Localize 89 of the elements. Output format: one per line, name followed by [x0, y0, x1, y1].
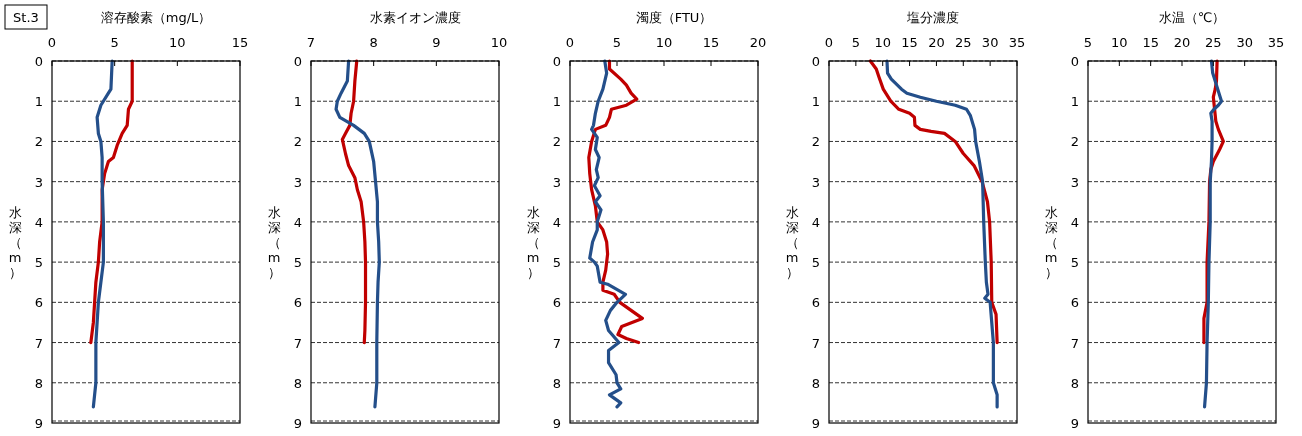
- y-tick-label: 6: [34, 295, 44, 311]
- y-tick-label: 5: [811, 255, 821, 271]
- y-tick-label: 7: [1070, 335, 1080, 351]
- y-tick-label: 3: [293, 174, 303, 190]
- y-tick-label: 4: [552, 214, 562, 230]
- x-tick-label: 7: [306, 35, 316, 50]
- y-tick-label: 0: [293, 54, 303, 69]
- y-tick-label: 4: [293, 214, 303, 230]
- y-tick-label: 4: [1070, 214, 1080, 230]
- y-tick-label: 3: [552, 174, 562, 190]
- x-tick-label: 10: [490, 35, 508, 50]
- y-tick-label: 2: [293, 134, 303, 150]
- x-tick-label: 15: [231, 35, 249, 50]
- x-tick-label: 5: [1083, 35, 1093, 50]
- x-tick-label: 25: [955, 35, 972, 50]
- x-axis-title: 水温（℃）: [1158, 10, 1226, 25]
- text: St.3: [13, 10, 39, 25]
- y-tick-label: 6: [1070, 295, 1080, 311]
- y-tick-label: 9: [1070, 416, 1080, 431]
- x-tick-label: 10: [169, 35, 186, 50]
- y-tick-label: 1: [293, 94, 303, 110]
- x-axis-title: 溶存酸素（mg/L）: [100, 10, 212, 25]
- x-tick-label: 10: [655, 35, 673, 50]
- y-tick-label: 1: [1070, 94, 1080, 110]
- y-axis-title: 水深（m）: [526, 205, 540, 280]
- y-tick-label: 6: [811, 295, 821, 311]
- x-axis-title: 水素イオン濃度: [369, 10, 461, 25]
- y-tick-label: 1: [811, 94, 821, 110]
- y-tick-label: 2: [1070, 134, 1080, 150]
- y-tick-label: 6: [293, 295, 303, 311]
- y-tick-label: 7: [293, 335, 303, 351]
- y-tick-label: 4: [811, 214, 821, 230]
- y-tick-label: 2: [552, 134, 562, 150]
- y-tick-label: 9: [811, 416, 821, 431]
- y-axis-title: 水深（m）: [8, 205, 22, 280]
- x-tick-label: 10: [1111, 35, 1128, 50]
- x-axis-title: 塩分濃度: [906, 10, 959, 25]
- y-tick-label: 4: [34, 214, 44, 230]
- y-axis-title: 水深（m）: [785, 205, 799, 280]
- y-tick-label: 8: [1070, 375, 1080, 391]
- y-tick-label: 5: [552, 255, 562, 271]
- y-tick-label: 0: [34, 54, 44, 69]
- y-tick-label: 0: [811, 54, 821, 69]
- y-tick-label: 9: [293, 416, 303, 431]
- x-tick-label: 15: [1142, 35, 1159, 50]
- x-tick-label: 5: [851, 35, 860, 50]
- y-tick-label: 2: [34, 134, 44, 150]
- x-tick-label: 9: [432, 35, 441, 50]
- y-tick-label: 3: [1070, 174, 1080, 190]
- x-tick-label: 5: [110, 35, 119, 50]
- x-tick-label: 20: [749, 35, 767, 50]
- y-tick-label: 9: [552, 416, 562, 431]
- x-tick-label: 25: [1205, 35, 1222, 50]
- x-tick-label: 10: [874, 35, 891, 50]
- y-tick-label: 8: [552, 375, 562, 391]
- x-tick-label: 15: [901, 35, 918, 50]
- x-tick-label: 20: [1173, 35, 1191, 50]
- x-tick-label: 8: [369, 35, 378, 50]
- y-axis-title: 水深（m）: [267, 205, 281, 280]
- x-tick-label: 5: [612, 35, 622, 50]
- y-tick-label: 5: [293, 255, 303, 271]
- x-tick-label: 0: [565, 35, 575, 50]
- y-tick-label: 0: [1070, 54, 1080, 69]
- y-tick-label: 0: [552, 54, 562, 69]
- y-tick-label: 8: [811, 375, 821, 391]
- y-tick-label: 7: [811, 335, 821, 351]
- x-tick-label: 0: [824, 35, 834, 50]
- x-tick-label: 35: [1008, 35, 1026, 50]
- x-tick-label: 35: [1267, 35, 1285, 50]
- x-tick-label: 30: [981, 35, 999, 50]
- x-tick-label: 30: [1236, 35, 1253, 50]
- y-tick-label: 2: [811, 134, 821, 150]
- y-tick-label: 8: [293, 375, 303, 391]
- y-tick-label: 5: [1070, 255, 1080, 271]
- y-tick-label: 1: [34, 94, 44, 110]
- y-tick-label: 7: [34, 335, 44, 351]
- x-tick-label: 0: [47, 35, 57, 50]
- y-tick-label: 3: [34, 174, 44, 190]
- x-axis-title: 濁度（FTU）: [635, 10, 713, 25]
- y-tick-label: 7: [552, 335, 562, 351]
- y-tick-label: 6: [552, 295, 562, 311]
- x-tick-label: 15: [702, 35, 720, 50]
- x-tick-label: 20: [928, 35, 945, 50]
- y-tick-label: 3: [811, 174, 821, 190]
- y-tick-label: 8: [34, 375, 44, 391]
- y-tick-label: 9: [34, 416, 44, 431]
- y-axis-title: 水深（m）: [1044, 205, 1058, 280]
- y-tick-label: 1: [552, 94, 562, 110]
- y-tick-label: 5: [34, 255, 44, 271]
